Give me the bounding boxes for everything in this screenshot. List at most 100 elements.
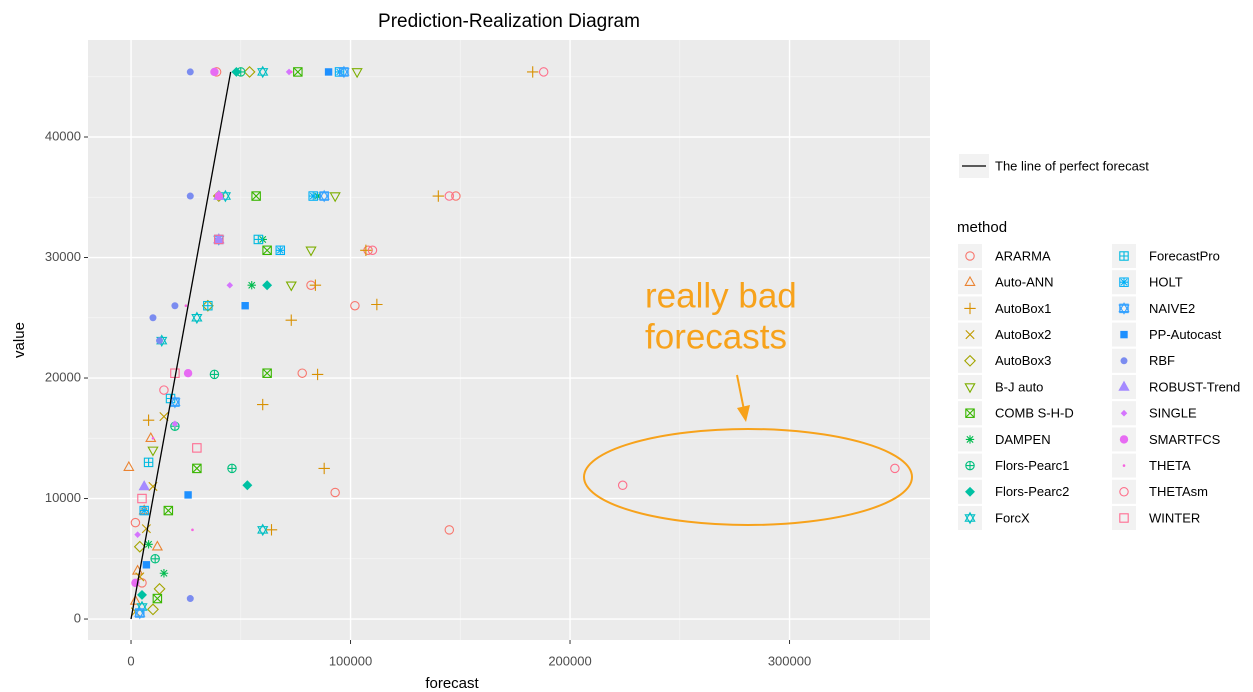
- point: [309, 279, 322, 291]
- marker-part: [169, 398, 181, 409]
- marker-part: [242, 480, 253, 491]
- marker-part: [214, 191, 224, 201]
- legend-marker: [964, 302, 976, 315]
- point: [257, 398, 269, 411]
- marker-part: [1118, 380, 1130, 391]
- point: [210, 67, 219, 77]
- marker-part: [192, 463, 202, 473]
- x-tick-label: 100000: [329, 653, 372, 668]
- legend-marker: [1119, 435, 1129, 444]
- marker-part: [192, 463, 202, 474]
- legend-label: NAIVE2: [1149, 301, 1195, 316]
- legend-marker: [965, 435, 975, 444]
- legend-marker: [1119, 251, 1129, 261]
- marker-part: [538, 67, 549, 77]
- point: [444, 525, 455, 535]
- point: [143, 457, 154, 468]
- marker-part: [964, 275, 976, 286]
- marker-part: [219, 192, 232, 203]
- marker-part: [219, 189, 232, 200]
- marker-part: [134, 531, 141, 538]
- marker-part: [965, 330, 975, 340]
- legend-label: HOLT: [1149, 275, 1183, 290]
- legend-title: method: [957, 219, 1007, 236]
- marker-part: [965, 461, 975, 470]
- legend-label: AutoBox2: [995, 327, 1051, 342]
- point: [213, 233, 225, 244]
- marker-part: [257, 526, 269, 537]
- marker-part: [965, 408, 975, 418]
- marker-part: [251, 191, 261, 201]
- marker-part: [192, 443, 202, 453]
- marker-part: [1120, 357, 1128, 365]
- point: [183, 368, 193, 378]
- marker-part: [123, 460, 135, 471]
- y-tick-label: 20000: [45, 369, 81, 384]
- legend-label: COMB S-H-D: [995, 406, 1074, 421]
- marker-part: [184, 304, 188, 308]
- point: [289, 70, 293, 74]
- marker-part: [285, 281, 297, 292]
- marker-part: [227, 464, 237, 473]
- marker-part: [367, 245, 378, 256]
- point: [192, 463, 202, 474]
- point: [265, 524, 278, 536]
- legend-label: SMARTFCS: [1149, 432, 1221, 447]
- point: [617, 480, 628, 491]
- point: [285, 314, 297, 326]
- marker-part: [444, 191, 455, 201]
- marker-part: [138, 480, 150, 491]
- marker-part: [183, 368, 193, 378]
- legend-marker: [964, 383, 976, 394]
- point: [171, 420, 179, 428]
- marker-part: [289, 70, 293, 74]
- legend-label: AutoBox1: [995, 301, 1051, 316]
- marks: [123, 65, 900, 620]
- legend-marker: [1120, 409, 1128, 417]
- point: [527, 66, 539, 78]
- legend-label: THETAsm: [1149, 484, 1208, 499]
- legend-marker: [964, 275, 976, 286]
- marker-part: [137, 493, 147, 504]
- marker-part: [254, 235, 263, 244]
- marker-part: [329, 192, 341, 203]
- marker-part: [142, 561, 151, 569]
- marker-part: [214, 234, 224, 245]
- marker-part: [191, 314, 203, 325]
- legend-marker: [965, 408, 975, 418]
- legend-marker: [1118, 302, 1130, 315]
- legend-label: THETA: [1149, 458, 1191, 473]
- marker-part: [964, 354, 976, 367]
- point: [151, 540, 163, 551]
- point: [338, 65, 350, 79]
- point: [330, 487, 340, 498]
- marker-part: [262, 245, 272, 255]
- marker-part: [226, 281, 234, 289]
- point: [141, 524, 151, 534]
- point: [219, 189, 232, 203]
- marker-part: [134, 606, 146, 617]
- point: [297, 368, 307, 378]
- point: [184, 304, 188, 308]
- legend-label: Auto-ANN: [995, 275, 1054, 290]
- marker-part: [330, 487, 340, 498]
- marker-part: [966, 435, 974, 443]
- marker-part: [451, 191, 461, 201]
- marker-part: [432, 190, 445, 202]
- marker-part: [309, 192, 317, 200]
- point: [186, 68, 194, 76]
- marker-part: [1119, 487, 1129, 497]
- annotation-arrowhead: [737, 405, 750, 422]
- reference-line: [130, 71, 232, 620]
- marker-part: [130, 517, 141, 528]
- point: [137, 589, 147, 600]
- point: [129, 594, 142, 605]
- marker-part: [371, 298, 383, 311]
- point: [367, 245, 378, 256]
- point: [192, 443, 202, 453]
- marker-part: [163, 505, 173, 516]
- point: [324, 68, 333, 76]
- point: [247, 281, 256, 290]
- marker-part: [318, 192, 330, 203]
